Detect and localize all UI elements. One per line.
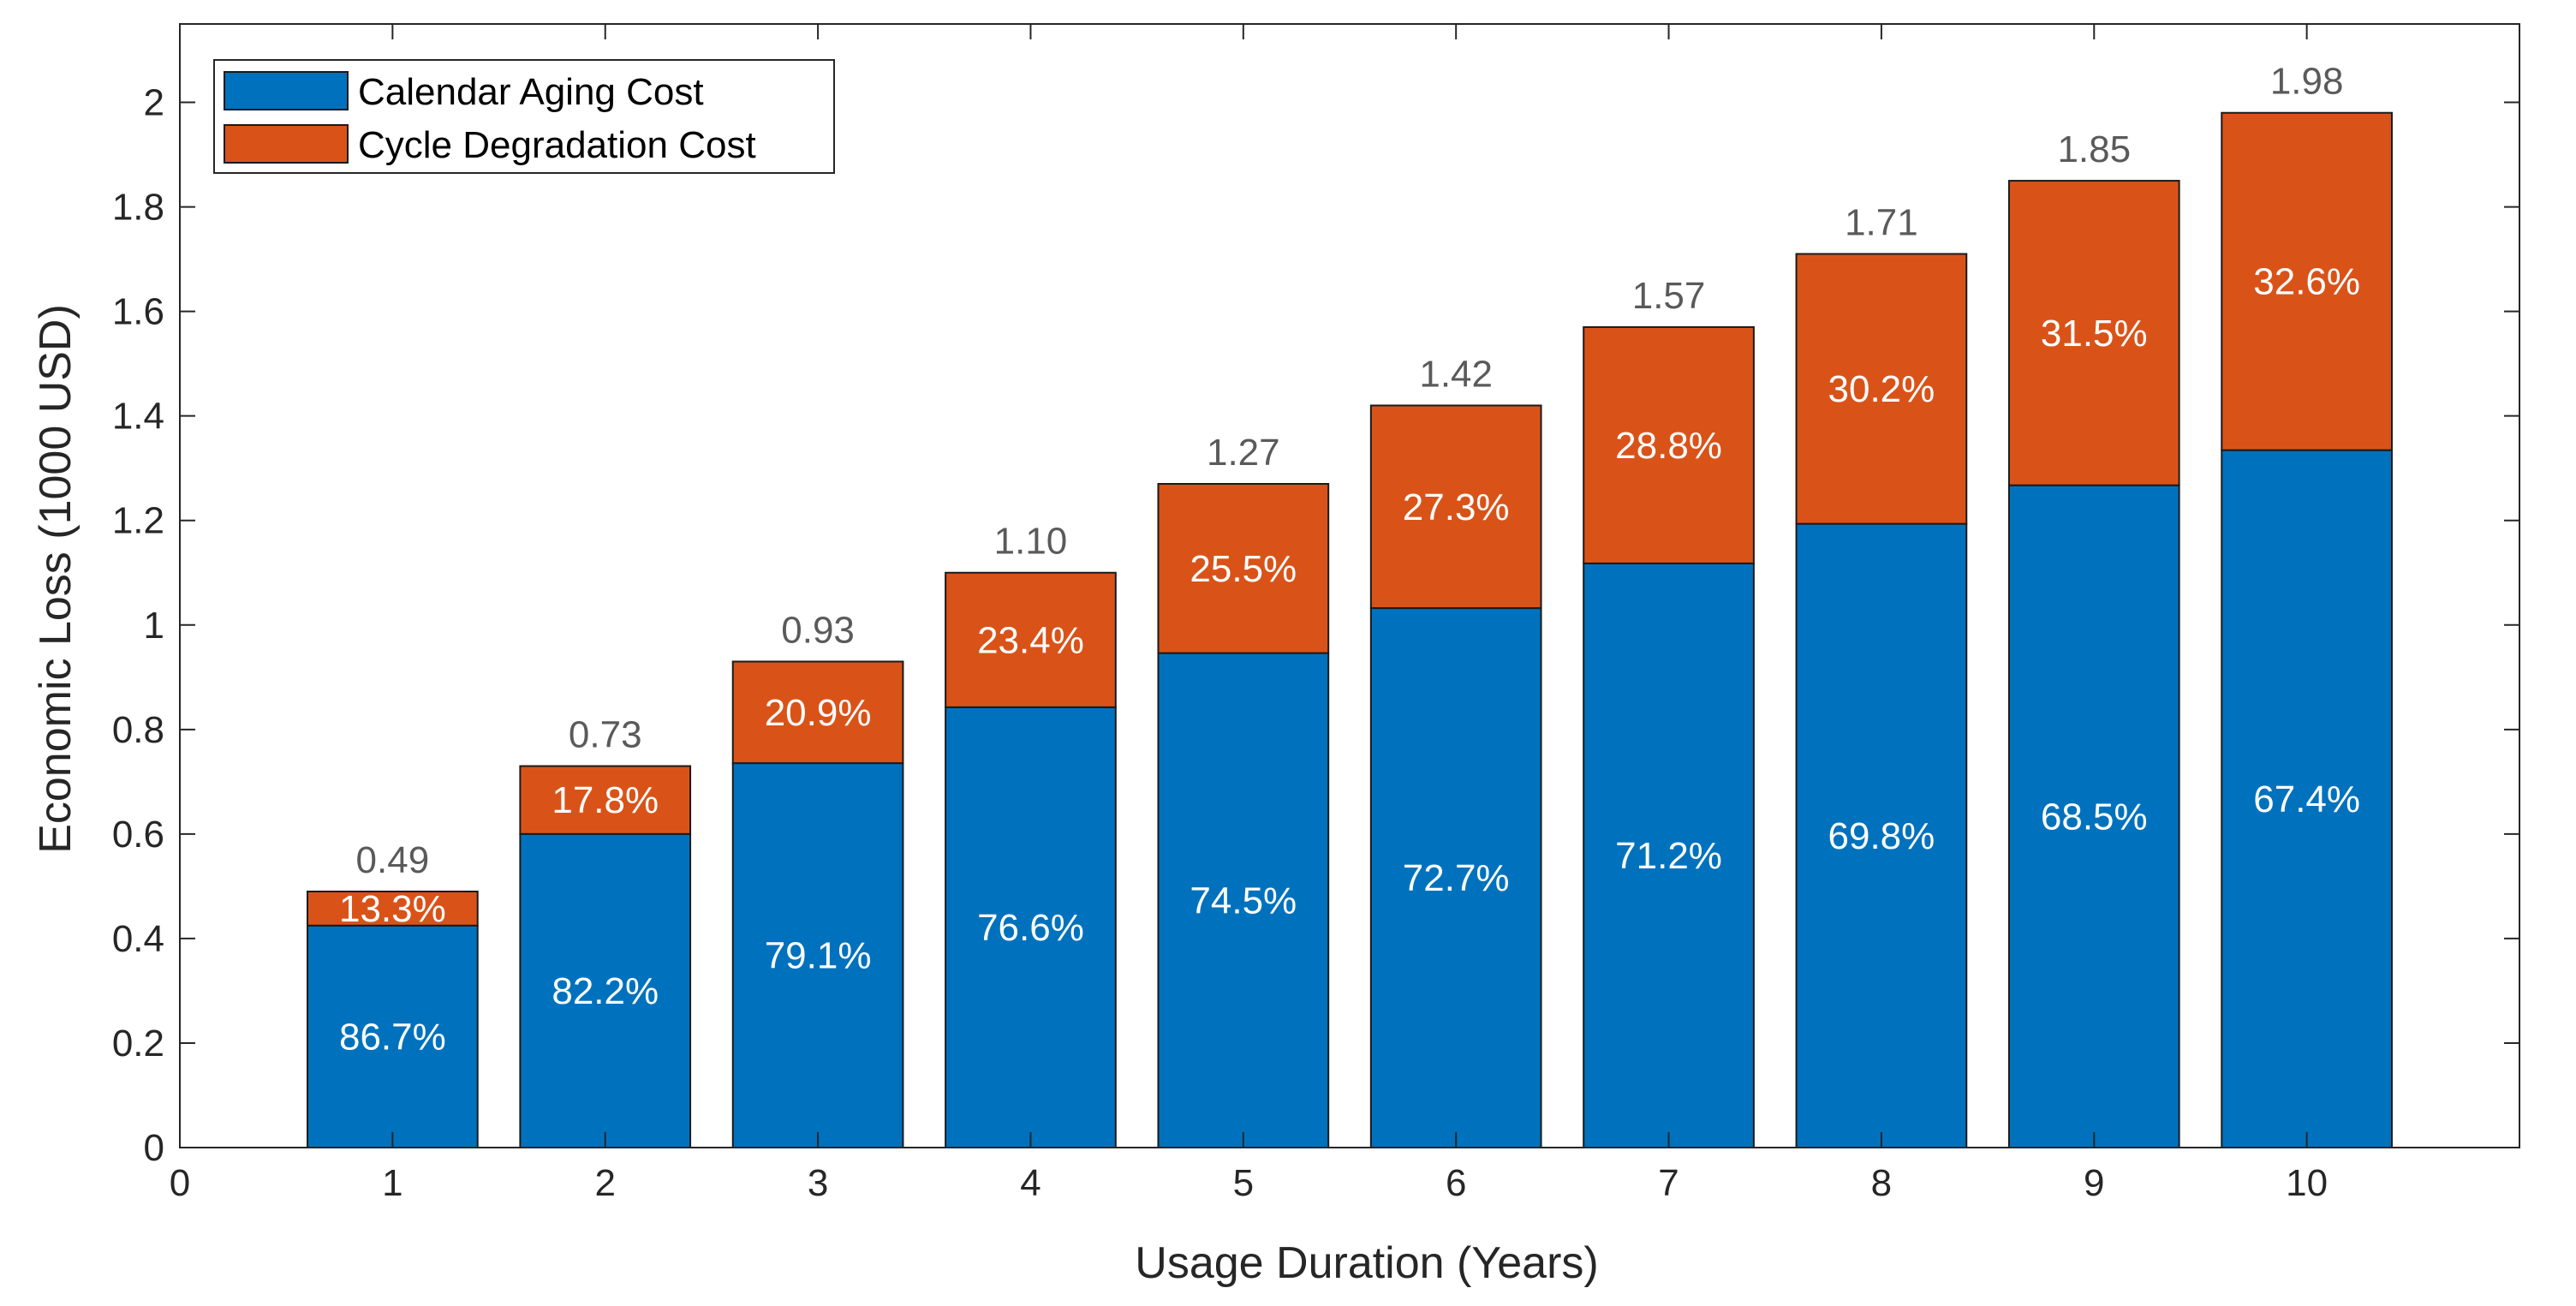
bar-cycle-degradation-2 bbox=[519, 765, 692, 835]
legend: Calendar Aging Cost Cycle Degradation Co… bbox=[213, 59, 835, 174]
bar-cycle-degradation-5 bbox=[1157, 483, 1330, 654]
y-tick-label-0.2: 0.2 bbox=[112, 1023, 164, 1064]
x-tick-label-5: 5 bbox=[1233, 1162, 1254, 1204]
y-tick-label-1.4: 1.4 bbox=[112, 396, 164, 438]
bar-calendar-aging-6 bbox=[1369, 607, 1542, 1148]
pct-label-cycle-degradation-2: 17.8% bbox=[552, 779, 659, 821]
y-tick-label-1.8: 1.8 bbox=[112, 187, 164, 229]
bars-layer bbox=[307, 111, 2393, 1148]
pct-label-calendar-aging-5: 74.5% bbox=[1190, 880, 1297, 921]
total-label-7: 1.57 bbox=[1632, 275, 1706, 317]
bar-calendar-aging-3 bbox=[731, 762, 904, 1148]
bar-calendar-aging-1 bbox=[307, 924, 479, 1148]
y-tick-label-1.2: 1.2 bbox=[112, 500, 164, 542]
pct-label-calendar-aging-8: 69.8% bbox=[1828, 815, 1935, 857]
bar-calendar-aging-9 bbox=[2007, 484, 2180, 1148]
pct-label-calendar-aging-7: 71.2% bbox=[1615, 835, 1722, 877]
bar-cycle-degradation-6 bbox=[1369, 404, 1542, 610]
bar-cycle-degradation-1 bbox=[307, 890, 479, 927]
axes-layer: 0 1 2 3 4 5 6 7 8 9 10 0 0.2 0.4 0.6 0.8 1 1.2 1.4 1.6 1.8 2 bbox=[112, 23, 2520, 1204]
bar-cycle-degradation-7 bbox=[1583, 325, 1755, 564]
pct-label-calendar-aging-1: 86.7% bbox=[339, 1016, 446, 1058]
x-tick-label-7: 7 bbox=[1658, 1162, 1679, 1204]
legend-label-cycle-degradation: Cycle Degradation Cost bbox=[358, 124, 756, 166]
y-axis-title: Economic Loss (1000 USD) bbox=[31, 304, 80, 854]
pct-label-cycle-degradation-7: 28.8% bbox=[1615, 425, 1722, 467]
pct-label-calendar-aging-4: 76.6% bbox=[977, 907, 1084, 949]
total-label-3: 0.93 bbox=[781, 609, 855, 651]
y-tick-label-0.8: 0.8 bbox=[112, 709, 164, 751]
total-label-10: 1.98 bbox=[2270, 61, 2344, 103]
x-tick-label-1: 1 bbox=[382, 1162, 402, 1204]
total-label-6: 1.42 bbox=[1419, 353, 1493, 395]
pct-label-calendar-aging-3: 79.1% bbox=[765, 935, 872, 977]
y-tick-label-1: 1 bbox=[144, 605, 164, 647]
x-tick-label-4: 4 bbox=[1020, 1162, 1041, 1204]
pct-label-cycle-degradation-8: 30.2% bbox=[1828, 368, 1935, 410]
x-tick-label-9: 9 bbox=[2084, 1162, 2104, 1204]
legend-swatch-calendar-aging bbox=[224, 71, 349, 110]
total-label-5: 1.27 bbox=[1207, 432, 1280, 474]
x-tick-label-0: 0 bbox=[170, 1162, 190, 1204]
pct-label-calendar-aging-10: 67.4% bbox=[2253, 778, 2360, 820]
pct-label-calendar-aging-2: 82.2% bbox=[552, 970, 659, 1012]
x-tick-label-10: 10 bbox=[2286, 1162, 2328, 1204]
y-tick-label-0.4: 0.4 bbox=[112, 918, 164, 960]
total-label-1: 0.49 bbox=[356, 839, 430, 881]
pct-label-cycle-degradation-1: 13.3% bbox=[339, 888, 446, 930]
pct-label-cycle-degradation-9: 31.5% bbox=[2041, 313, 2148, 355]
legend-swatch-cycle-degradation bbox=[224, 124, 349, 164]
x-tick-label-6: 6 bbox=[1446, 1162, 1466, 1204]
bar-cycle-degradation-10 bbox=[2221, 111, 2393, 451]
x-axis-title: Usage Duration (Years) bbox=[1135, 1238, 1598, 1288]
pct-label-cycle-degradation-5: 25.5% bbox=[1190, 548, 1297, 590]
bar-cycle-degradation-4 bbox=[945, 571, 1117, 708]
total-label-9: 1.85 bbox=[2057, 128, 2131, 170]
total-label-4: 1.10 bbox=[994, 521, 1068, 563]
bar-calendar-aging-10 bbox=[2221, 449, 2393, 1148]
total-label-8: 1.71 bbox=[1845, 202, 1918, 244]
x-tick-label-8: 8 bbox=[1871, 1162, 1892, 1204]
total-label-2: 0.73 bbox=[569, 714, 642, 756]
pct-label-cycle-degradation-10: 32.6% bbox=[2253, 261, 2360, 303]
legend-label-calendar-aging: Calendar Aging Cost bbox=[358, 71, 704, 113]
labels-layer: 86.7% 13.3% 0.49 82.2% 17.8% 0.73 79.1% 20.9% 0.… bbox=[339, 61, 2360, 1059]
y-tick-label-0: 0 bbox=[144, 1127, 164, 1169]
pct-label-calendar-aging-9: 68.5% bbox=[2041, 796, 2148, 838]
plot-area-frame bbox=[179, 23, 2520, 1148]
pct-label-calendar-aging-6: 72.7% bbox=[1403, 857, 1510, 899]
y-tick-label-1.6: 1.6 bbox=[112, 291, 164, 333]
pct-label-cycle-degradation-4: 23.4% bbox=[977, 619, 1084, 661]
x-tick-label-3: 3 bbox=[808, 1162, 828, 1204]
bar-calendar-aging-8 bbox=[1795, 522, 1968, 1148]
bar-cycle-degradation-9 bbox=[2007, 180, 2180, 486]
pct-label-cycle-degradation-3: 20.9% bbox=[765, 692, 872, 734]
x-tick-label-2: 2 bbox=[594, 1162, 615, 1204]
bar-calendar-aging-7 bbox=[1583, 562, 1755, 1148]
y-tick-label-2: 2 bbox=[144, 82, 164, 124]
bar-cycle-degradation-3 bbox=[731, 660, 904, 765]
pct-label-cycle-degradation-6: 27.3% bbox=[1403, 486, 1510, 528]
bar-cycle-degradation-8 bbox=[1795, 253, 1968, 525]
y-tick-label-0.6: 0.6 bbox=[112, 814, 164, 856]
